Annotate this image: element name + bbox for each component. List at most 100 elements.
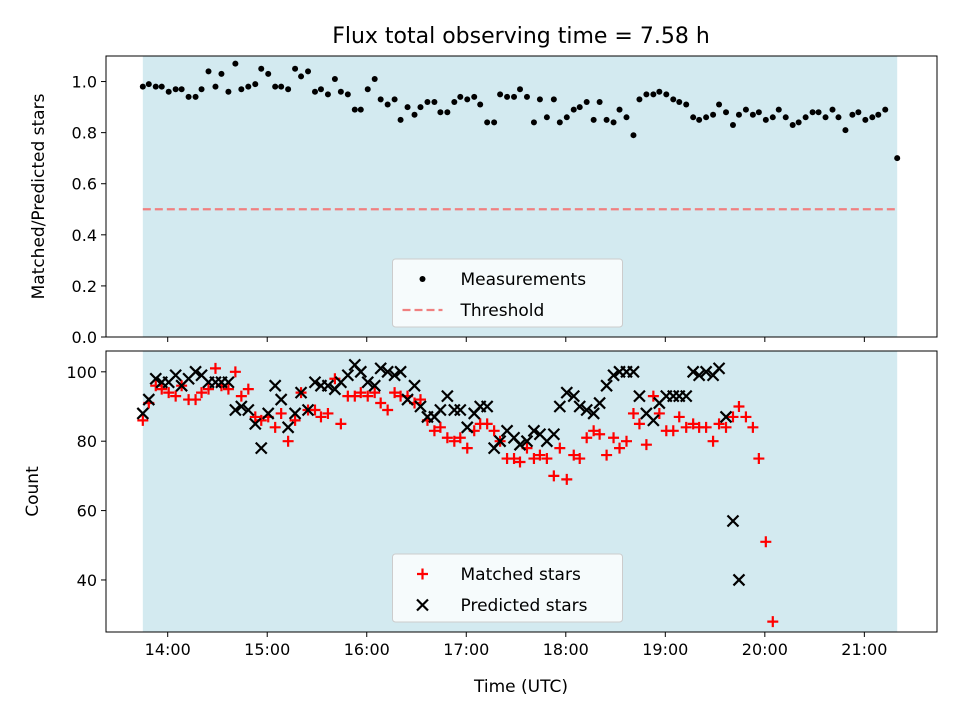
data-point <box>249 417 262 431</box>
data-point <box>301 403 315 417</box>
data-point <box>733 401 745 413</box>
ratio-panel: 0.0 0.2 0.4 0.6 0.8 1.0 Matched/Predicted star… <box>29 55 938 347</box>
data-point <box>775 106 782 113</box>
data-point <box>362 390 374 402</box>
data-point <box>322 407 334 419</box>
data-point <box>337 88 344 95</box>
data-point <box>687 418 699 430</box>
data-point <box>311 88 318 95</box>
data-point <box>145 81 152 88</box>
data-point <box>623 114 630 121</box>
data-point <box>627 407 639 419</box>
y-tick-label: 40 <box>77 571 97 590</box>
data-point <box>189 365 202 379</box>
data-point <box>527 424 541 438</box>
data-point <box>288 407 302 420</box>
data-point <box>875 111 882 118</box>
data-point <box>720 421 732 433</box>
data-point <box>647 390 659 402</box>
data-point <box>686 365 700 379</box>
data-point <box>647 414 660 427</box>
data-point <box>627 365 640 379</box>
data-point <box>434 403 447 417</box>
y-tick-label: 0.2 <box>72 277 97 296</box>
data-point <box>344 91 351 98</box>
data-point <box>278 83 285 90</box>
data-point <box>700 421 712 433</box>
data-point <box>382 404 394 416</box>
data-point <box>384 101 391 108</box>
data-point <box>707 435 719 447</box>
y-tick-label: 100 <box>66 363 97 382</box>
data-point <box>855 109 862 116</box>
data-point <box>388 369 401 382</box>
data-point <box>454 432 466 444</box>
data-point <box>567 389 581 403</box>
series-measurements <box>139 60 901 162</box>
y-tick-label: 0.6 <box>72 175 97 194</box>
legend-label: Predicted stars <box>461 596 588 616</box>
data-point <box>673 411 685 423</box>
data-point <box>190 394 202 406</box>
data-point <box>560 386 574 399</box>
legend: Measurements Threshold <box>392 258 623 328</box>
data-point <box>747 421 759 433</box>
data-point <box>726 514 740 528</box>
x-tick-label: 21:00 <box>841 640 887 659</box>
data-point <box>285 86 292 93</box>
data-point <box>511 93 518 100</box>
series-matched-stars <box>137 362 779 628</box>
data-point <box>608 432 620 444</box>
data-point <box>480 400 494 413</box>
data-point <box>882 106 889 113</box>
legend-marker <box>416 598 429 612</box>
data-point <box>441 389 454 403</box>
data-point <box>842 127 849 134</box>
data-point <box>570 106 577 113</box>
data-point <box>481 418 493 430</box>
x-tick-label: 18:00 <box>543 640 589 659</box>
legend-marker <box>417 568 428 580</box>
data-point <box>261 407 275 420</box>
data-point <box>504 93 511 100</box>
data-point <box>375 397 387 409</box>
data-point <box>696 116 703 123</box>
chart-title: Flux total observing time = 7.58 h <box>332 24 710 49</box>
x-tick-label: 19:00 <box>642 640 688 659</box>
data-point <box>574 453 586 465</box>
data-point <box>136 407 150 420</box>
data-point <box>192 93 199 100</box>
data-point <box>656 88 663 95</box>
data-point <box>548 470 560 482</box>
data-point <box>460 421 474 434</box>
data-point <box>391 96 398 103</box>
y-tick-label: 1.0 <box>72 73 97 92</box>
data-point <box>137 414 149 426</box>
data-point <box>218 70 225 77</box>
data-point <box>541 453 553 465</box>
data-point <box>723 109 730 116</box>
data-point <box>457 93 464 100</box>
plot-frame <box>105 55 938 338</box>
data-point <box>543 114 550 121</box>
data-point <box>640 439 652 451</box>
data-point <box>520 434 534 448</box>
data-point <box>517 86 524 93</box>
data-point <box>170 390 182 402</box>
data-point <box>335 418 347 430</box>
data-point <box>670 96 677 103</box>
data-point <box>225 88 232 95</box>
data-point <box>324 91 331 98</box>
data-point <box>431 98 438 105</box>
data-point <box>862 116 869 123</box>
data-point <box>414 394 426 406</box>
y-tick-label: 0.0 <box>72 328 97 347</box>
data-point <box>789 121 796 128</box>
data-point <box>568 449 580 461</box>
data-point <box>242 383 254 395</box>
y-tick-label: 60 <box>77 502 97 521</box>
data-point <box>448 435 460 447</box>
data-point <box>331 75 338 82</box>
data-point <box>437 109 444 116</box>
